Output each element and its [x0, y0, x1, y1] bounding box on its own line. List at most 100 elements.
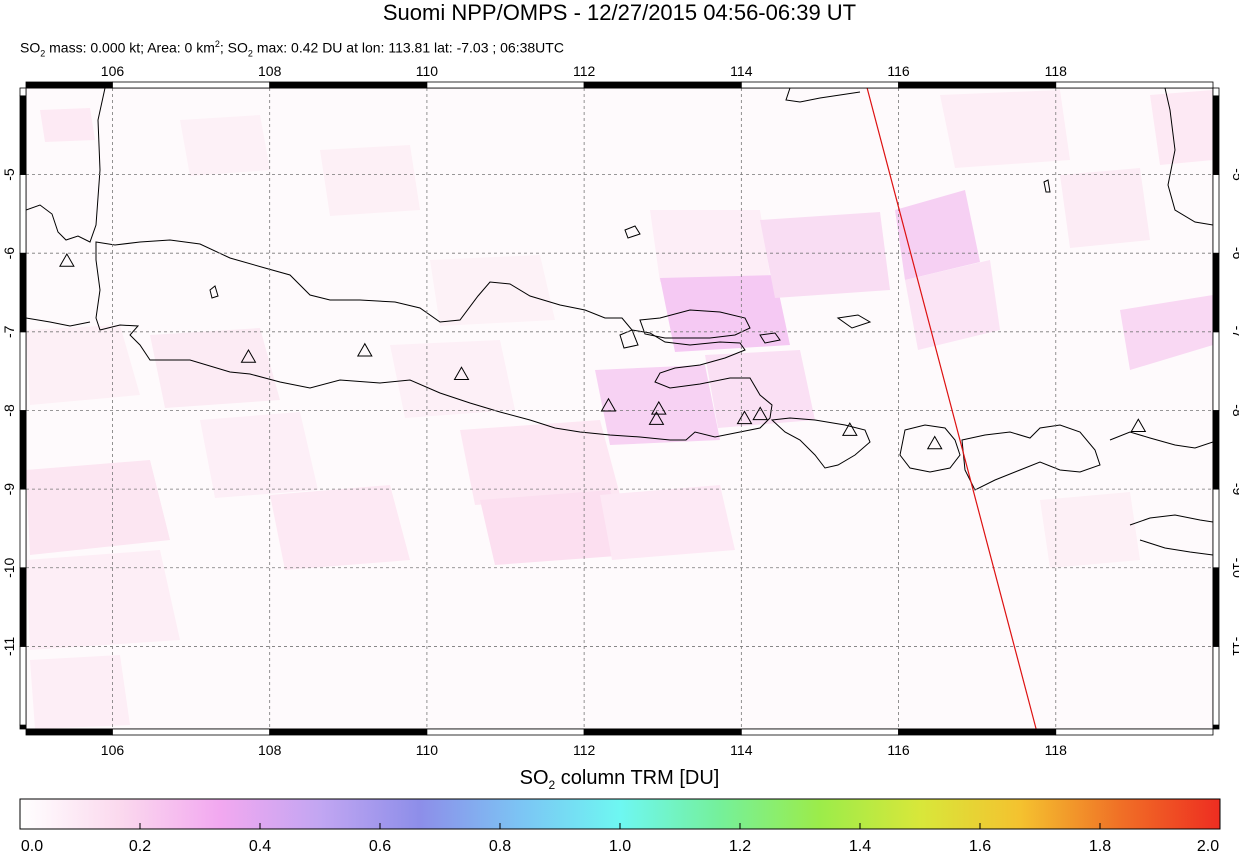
- so2-pixel: [430, 255, 555, 326]
- colorbar-tick-label: 0.0: [21, 838, 43, 855]
- volcano-marker: [926, 435, 943, 450]
- so2-pixel: [180, 115, 270, 176]
- frame-bar-right: [1212, 252, 1220, 333]
- lon-label-bottom: 116: [887, 742, 910, 758]
- lon-label-bottom: 108: [258, 742, 282, 758]
- frame-bar-top: [112, 81, 271, 89]
- frame-tick-bars: [19, 81, 1220, 736]
- colorbar-tick-label: 0.2: [129, 838, 151, 855]
- so2-pixel: [895, 190, 980, 280]
- mass-label-sub: 2: [40, 48, 46, 59]
- max-label-sub: 2: [247, 48, 253, 59]
- colorbar-title: SO2 column TRM [DU]: [0, 766, 1239, 797]
- so2-pixel: [200, 412, 318, 498]
- flores-coast: [1109, 431, 1213, 449]
- frame-bar-left: [19, 95, 27, 175]
- so2-pixel: [1060, 168, 1150, 248]
- lon-label-top: 112: [573, 63, 596, 79]
- lon-label-top: 118: [1045, 63, 1068, 79]
- so2-pixel: [1150, 90, 1213, 165]
- frame-bar-top: [583, 81, 742, 89]
- frame-bar-top: [269, 81, 428, 89]
- volcano-marker: [650, 400, 667, 415]
- frame-bar-top: [25, 81, 113, 89]
- volcano-marker: [453, 366, 470, 381]
- sulawesi-coast: [1164, 88, 1213, 226]
- lon-label-bottom: 114: [730, 742, 753, 758]
- java-coast: [95, 239, 773, 441]
- map-title: Suomi NPP/OMPS - 12/27/2015 04:56-06:39 …: [382, 0, 857, 25]
- frame-bar-right: [1212, 87, 1220, 97]
- lat-label-left: -6: [1, 247, 17, 260]
- frame-bar-bottom: [740, 728, 899, 736]
- frame-bar-right: [1212, 331, 1220, 411]
- islet: [624, 225, 641, 239]
- frame-bar-right: [1212, 95, 1220, 175]
- so2-pixel: [40, 108, 95, 142]
- lombok-coast: [899, 424, 961, 473]
- lat-label-right: -9: [1230, 483, 1239, 496]
- lat-label-right: -7: [1230, 326, 1239, 339]
- so2-pixel: [760, 212, 890, 298]
- colorbar: 0.0 0.2 0.4 0.6 0.8 1.0 1.2 1.4 1.6 1.8 2.0: [19, 798, 1221, 855]
- so2-pixel: [30, 655, 130, 729]
- volcano-marker: [240, 348, 257, 363]
- so2-pixel: [26, 460, 170, 555]
- frame-bar-left: [19, 488, 27, 569]
- frame-bar-right: [1212, 488, 1220, 569]
- islet: [1043, 179, 1051, 193]
- colorbar-title-sub: 2: [548, 778, 556, 792]
- so2-pixel: [320, 145, 420, 216]
- lon-label-top: 106: [101, 63, 125, 79]
- frame-bar-top: [898, 81, 1057, 89]
- so2-pixel: [1040, 492, 1140, 568]
- colorbar-tick-label: 0.4: [249, 838, 271, 855]
- so2-pixel: [600, 485, 735, 560]
- frame-bar-bottom: [583, 728, 742, 736]
- islet: [836, 314, 872, 329]
- frame-bar-right: [1212, 174, 1220, 254]
- colorbar-tick-label: 1.4: [849, 838, 871, 855]
- frame-bar-left: [19, 724, 27, 730]
- volcano-marker: [600, 397, 617, 412]
- lon-label-bottom: 112: [573, 742, 596, 758]
- colorbar-tick-label: 1.2: [729, 838, 751, 855]
- colorbar-tick-label: 1.0: [609, 838, 631, 855]
- lat-label-right: -10: [1230, 558, 1239, 578]
- lat-label-left: -10: [1, 557, 17, 577]
- lat-label-right: -11: [1230, 637, 1239, 656]
- frame-bar-left: [19, 87, 27, 97]
- lat-label-left: -5: [1, 168, 17, 181]
- lon-label-bottom: 118: [1045, 742, 1068, 758]
- frame-bar-bottom: [898, 728, 1057, 736]
- frame-bar-right: [1212, 724, 1220, 730]
- mass-text: mass: 0.000 kt; Area: 0 km: [45, 39, 215, 56]
- so2-pixel: [480, 490, 630, 565]
- volcano-marker: [1130, 418, 1147, 432]
- so2-pixel: [650, 210, 770, 282]
- volcano-marker: [736, 410, 753, 425]
- frame-bar-top: [740, 81, 899, 89]
- islet: [759, 332, 781, 344]
- colorbar-tick-label: 0.8: [489, 838, 511, 855]
- frame-bar-bottom: [426, 728, 585, 736]
- sumatra-south-coast: [26, 317, 91, 327]
- graticule: [26, 88, 1213, 729]
- lat-label-left: -11: [1, 637, 17, 656]
- longitude-labels: 106 106 108 108 110 110 112 112 114 114 116 116 118 1…: [101, 63, 1067, 758]
- sumba-coast: [1129, 514, 1213, 526]
- islet: [209, 285, 219, 299]
- frame-bar-left: [19, 567, 27, 647]
- lon-label-bottom: 110: [416, 742, 439, 758]
- volcano-markers: [59, 253, 1147, 450]
- volcano-marker: [356, 342, 373, 357]
- so2-stats-line: SO2 mass: 0.000 kt; Area: 0 km2; SO2 max…: [20, 35, 564, 62]
- frame-bar-bottom: [25, 728, 113, 736]
- frame-bar-bottom: [112, 728, 271, 736]
- lon-label-top: 110: [416, 63, 439, 79]
- lat-label-left: -9: [1, 483, 17, 496]
- so2-pixel-layer: [26, 88, 1213, 729]
- frame-bar-left: [19, 174, 27, 254]
- so2-pixel: [940, 90, 1070, 168]
